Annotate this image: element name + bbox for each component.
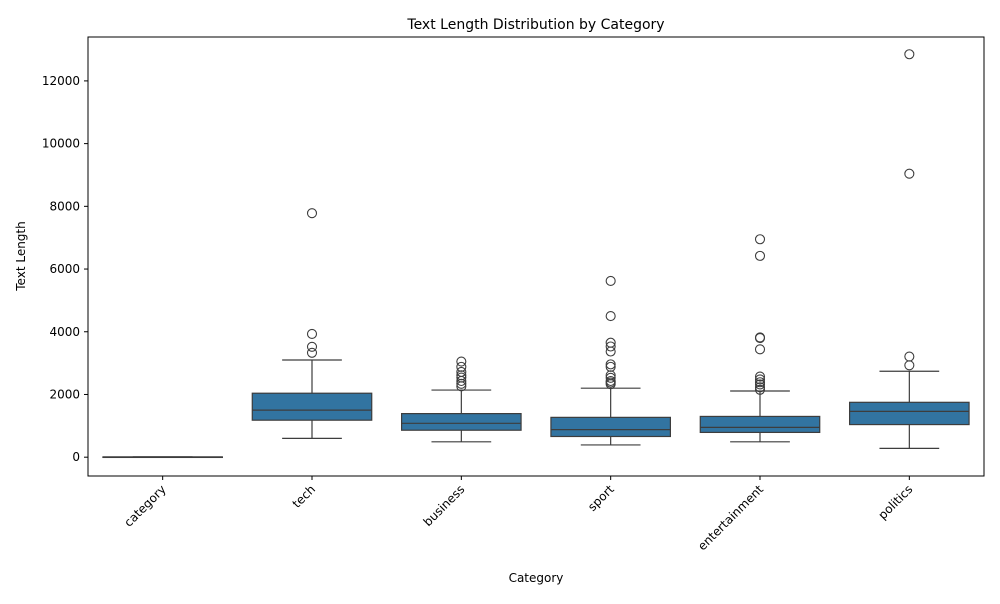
outlier-point bbox=[754, 384, 766, 395]
chart-title: Text Length Distribution by Category bbox=[406, 17, 664, 33]
outlier-point bbox=[605, 275, 616, 287]
y-axis-label: Text Length bbox=[14, 221, 28, 291]
plot-area: 0 2000 4000 6000 8000 10000 12000 category tech b… bbox=[42, 36, 985, 553]
box-group-business bbox=[401, 356, 522, 443]
y-tick-label: 8000 bbox=[49, 199, 80, 213]
outlier-point bbox=[904, 168, 915, 179]
box-group-tech bbox=[251, 208, 373, 439]
outlier-point bbox=[456, 375, 467, 387]
outlier-point bbox=[306, 341, 318, 352]
x-tick-label-business: business bbox=[421, 482, 468, 529]
outlier-point bbox=[456, 356, 467, 367]
outlier-point bbox=[456, 381, 467, 392]
outlier-point bbox=[754, 382, 766, 393]
x-axis-label: Category bbox=[509, 571, 564, 585]
box-group-politics bbox=[848, 49, 970, 450]
outlier-point bbox=[306, 347, 318, 358]
box-iqr bbox=[699, 415, 821, 434]
outlier-point bbox=[605, 341, 616, 352]
box-group-category bbox=[102, 456, 224, 459]
axes-frame bbox=[87, 36, 985, 477]
outlier-point bbox=[754, 332, 766, 344]
outlier-point bbox=[754, 250, 766, 261]
y-tick-label: 0 bbox=[72, 450, 80, 464]
box-iqr bbox=[251, 392, 373, 421]
box-iqr bbox=[848, 401, 970, 426]
outlier-point bbox=[605, 372, 616, 383]
y-tick-label: 6000 bbox=[49, 262, 80, 276]
box-iqr bbox=[401, 412, 522, 431]
outlier-point bbox=[306, 328, 318, 340]
outlier-point bbox=[754, 344, 766, 355]
outlier-point bbox=[605, 379, 616, 390]
box-iqr bbox=[550, 416, 672, 438]
box-group-entertainment bbox=[699, 234, 821, 443]
outlier-point bbox=[904, 49, 915, 60]
x-tick-label-entertainment: entertainment bbox=[695, 482, 766, 553]
outlier-point bbox=[754, 374, 766, 385]
outlier-point bbox=[306, 208, 318, 219]
outlier-point bbox=[456, 378, 467, 389]
outlier-point bbox=[605, 311, 616, 322]
outlier-point bbox=[754, 371, 766, 382]
y-tick-label: 2000 bbox=[49, 387, 80, 401]
outlier-point bbox=[754, 379, 766, 390]
y-tick-label: 4000 bbox=[49, 325, 80, 339]
y-tick-label: 12000 bbox=[42, 74, 80, 88]
y-tick-label: 10000 bbox=[42, 137, 80, 151]
box-group-sport bbox=[550, 275, 672, 446]
outlier-point bbox=[904, 351, 915, 362]
x-tick-label-sport: sport bbox=[585, 482, 617, 514]
outlier-point bbox=[754, 234, 766, 245]
x-tick-label-category: category bbox=[121, 482, 168, 529]
outlier-point bbox=[605, 359, 616, 370]
outlier-point bbox=[605, 346, 616, 357]
outlier-point bbox=[904, 360, 915, 371]
x-tick-label-tech: tech bbox=[290, 482, 318, 510]
x-tick-label-politics: politics bbox=[875, 482, 915, 522]
